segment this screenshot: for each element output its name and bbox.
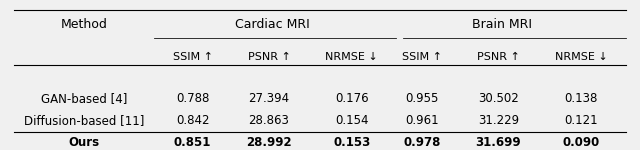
- Text: 27.394: 27.394: [248, 92, 289, 105]
- Text: 0.138: 0.138: [564, 92, 598, 105]
- Text: NRMSE ↓: NRMSE ↓: [326, 52, 378, 62]
- Text: SSIM ↑: SSIM ↑: [173, 52, 212, 62]
- Text: 0.961: 0.961: [405, 114, 439, 127]
- Text: PSNR ↑: PSNR ↑: [248, 52, 291, 62]
- Text: 0.121: 0.121: [564, 114, 598, 127]
- Text: PSNR ↑: PSNR ↑: [477, 52, 520, 62]
- Text: Diffusion-based [11]: Diffusion-based [11]: [24, 114, 145, 127]
- Text: 0.955: 0.955: [405, 92, 438, 105]
- Text: 0.842: 0.842: [176, 114, 209, 127]
- Text: Brain MRI: Brain MRI: [472, 18, 532, 31]
- Text: 0.851: 0.851: [174, 136, 211, 149]
- Text: 0.090: 0.090: [563, 136, 600, 149]
- Text: 28.863: 28.863: [248, 114, 289, 127]
- Text: Cardiac MRI: Cardiac MRI: [235, 18, 310, 31]
- Text: NRMSE ↓: NRMSE ↓: [555, 52, 607, 62]
- Text: 0.154: 0.154: [335, 114, 369, 127]
- Text: 0.978: 0.978: [403, 136, 441, 149]
- Text: 28.992: 28.992: [246, 136, 292, 149]
- Text: Ours: Ours: [68, 136, 100, 149]
- Text: 30.502: 30.502: [478, 92, 519, 105]
- Text: SSIM ↑: SSIM ↑: [402, 52, 442, 62]
- Text: 0.153: 0.153: [333, 136, 371, 149]
- Text: 0.788: 0.788: [176, 92, 209, 105]
- Text: 31.229: 31.229: [478, 114, 519, 127]
- Text: 31.699: 31.699: [476, 136, 521, 149]
- Text: GAN-based [4]: GAN-based [4]: [41, 92, 127, 105]
- Text: Method: Method: [61, 18, 108, 31]
- Text: 0.176: 0.176: [335, 92, 369, 105]
